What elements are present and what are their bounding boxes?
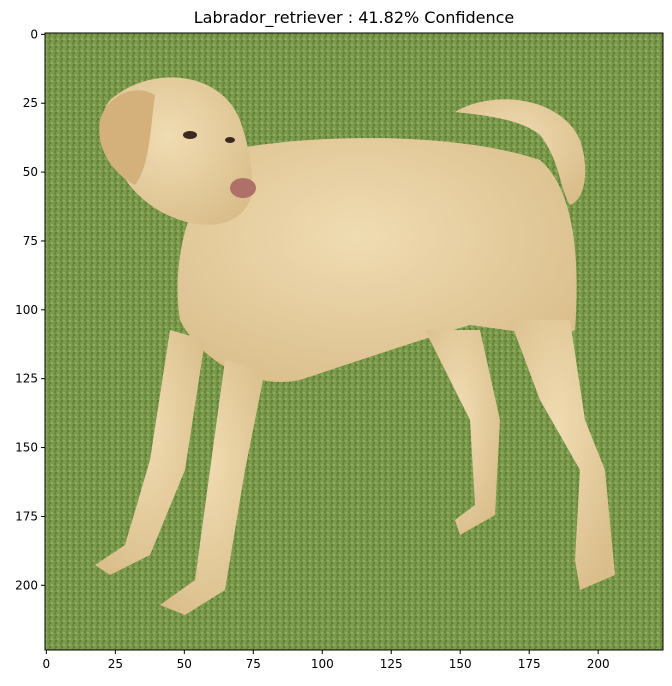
axes-frame bbox=[44, 32, 664, 651]
x-axis: 0 25 50 75 100 125 150 175 200 bbox=[43, 650, 610, 671]
y-tick-label: 25 bbox=[23, 96, 38, 110]
x-tick-label: 25 bbox=[108, 657, 123, 671]
x-tick-label: 0 bbox=[43, 657, 51, 671]
x-tick-label: 150 bbox=[449, 657, 472, 671]
y-tick-label: 75 bbox=[23, 234, 38, 248]
x-tick-label: 75 bbox=[246, 657, 261, 671]
x-tick-label: 125 bbox=[380, 657, 403, 671]
y-tick-label: 150 bbox=[15, 441, 38, 455]
y-axis: 0 25 50 75 100 125 150 175 200 bbox=[15, 27, 45, 592]
y-tick-label: 200 bbox=[15, 578, 38, 592]
x-tick-label: 50 bbox=[177, 657, 192, 671]
y-tick-label: 100 bbox=[15, 303, 38, 317]
y-tick-label: 125 bbox=[15, 372, 38, 386]
y-tick-label: 0 bbox=[30, 27, 38, 41]
x-tick-label: 175 bbox=[518, 657, 541, 671]
y-tick-label: 175 bbox=[15, 509, 38, 523]
x-tick-label: 200 bbox=[587, 657, 610, 671]
photo-image bbox=[45, 33, 663, 650]
figure-title: Labrador_retriever : 41.82% Confidence bbox=[193, 8, 515, 27]
y-tick-label: 50 bbox=[23, 165, 38, 179]
x-tick-label: 100 bbox=[311, 657, 334, 671]
